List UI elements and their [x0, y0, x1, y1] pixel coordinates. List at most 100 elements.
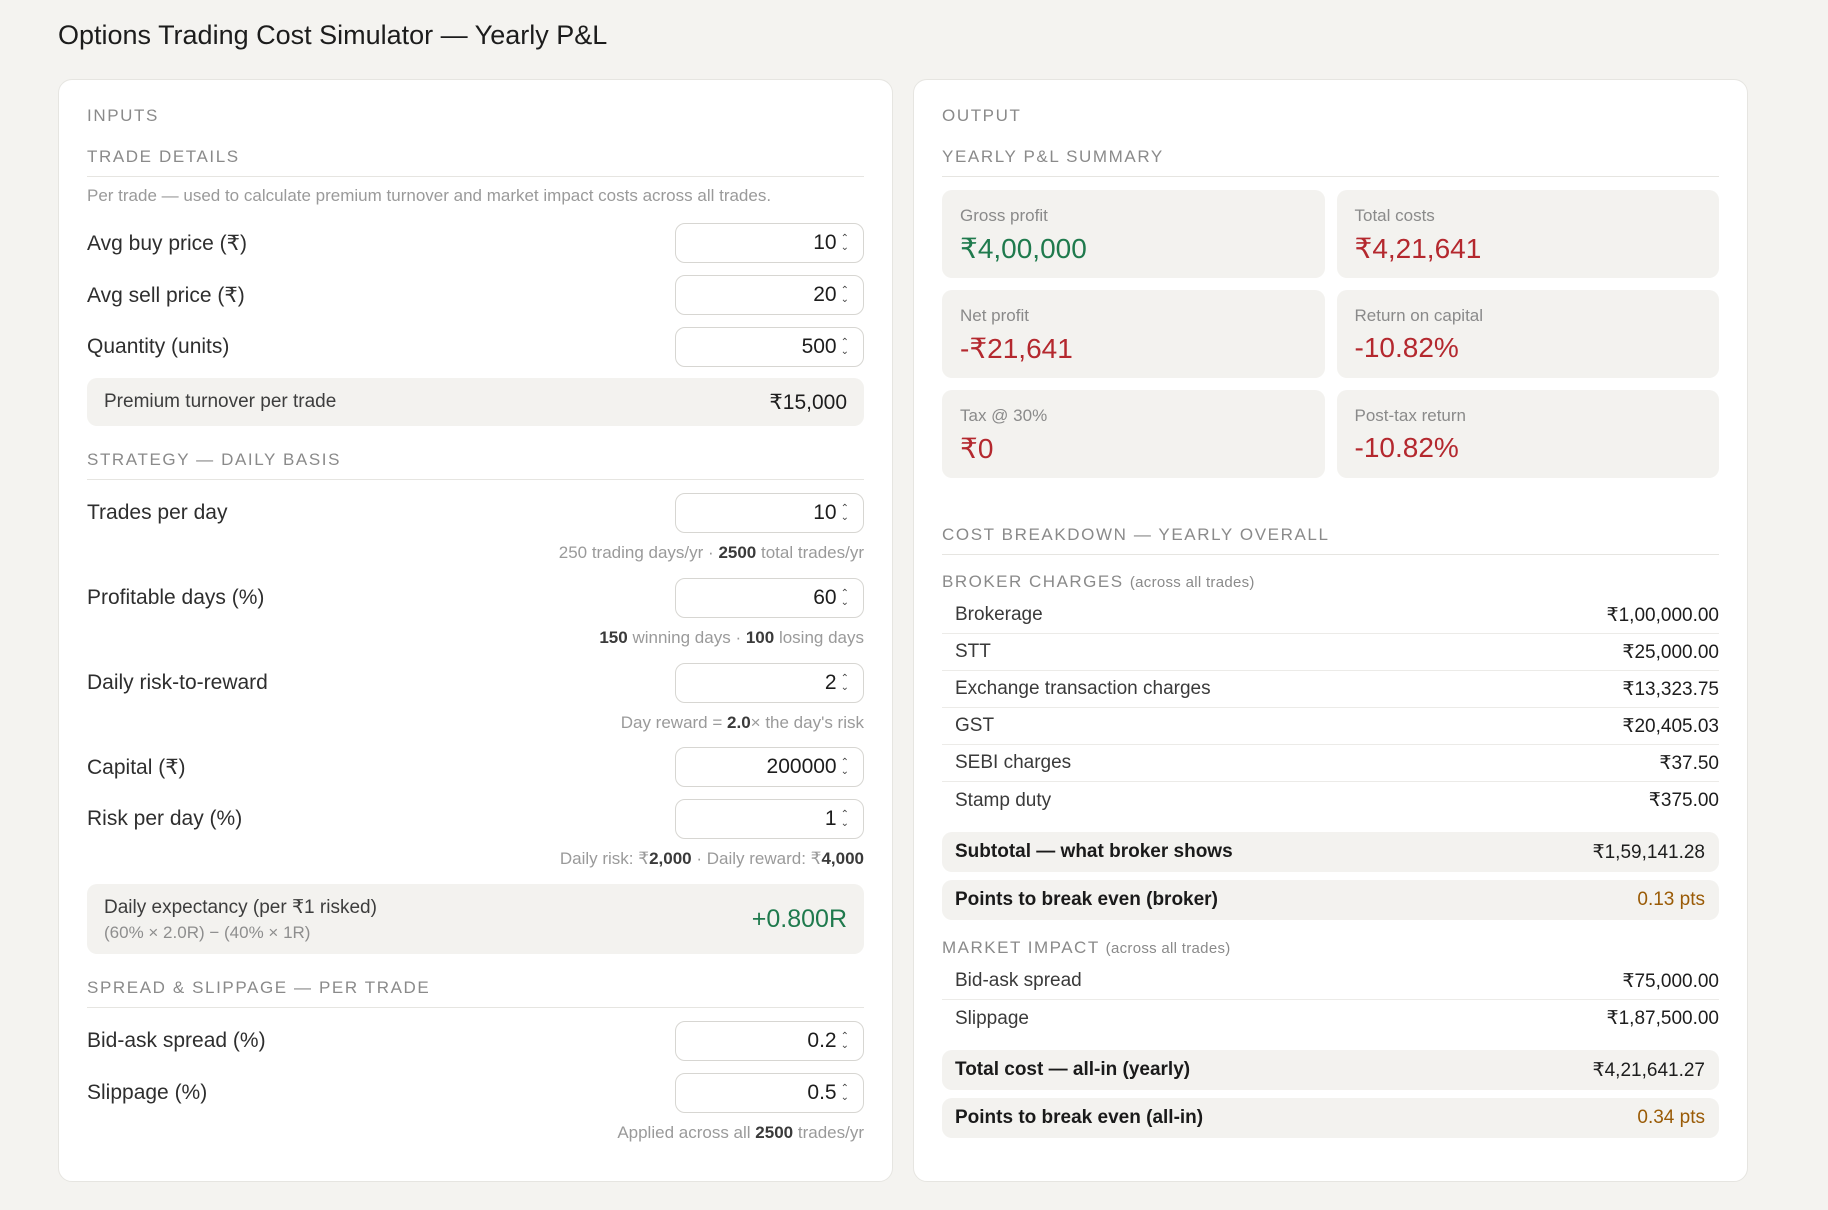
trades-per-day-input[interactable]: 10 ⌃ ⌄ — [675, 493, 864, 533]
avg-sell-input[interactable]: 20 ⌃ ⌄ — [675, 275, 864, 315]
spread-heading: SPREAD & SLIPPAGE — PER TRADE — [87, 978, 864, 1008]
winning-days-suffix: winning days — [632, 628, 731, 647]
profitable-days-label: Profitable days (%) — [87, 586, 265, 609]
total-costs-card: Total costs ₹4,21,641 — [1336, 190, 1719, 278]
profitable-days-input[interactable]: 60 ⌃ ⌄ — [675, 578, 864, 618]
applied-prefix: Applied across all — [617, 1123, 751, 1142]
card-value: ₹4,00,000 — [960, 233, 1087, 264]
trades-per-day-field: Trades per day 10 ⌃ ⌄ — [87, 493, 864, 533]
card-label: Gross profit — [960, 206, 1048, 225]
trade-details-heading: TRADE DETAILS — [87, 147, 864, 177]
applied-value: 2500 — [755, 1123, 794, 1142]
market-rows: Bid-ask spread ₹75,000.00 Slippage ₹1,87,5… — [942, 963, 1719, 1037]
trades-hint: 250 trading days/yr · 2500 total trades/… — [558, 543, 864, 562]
broker-rows: Brokerage ₹1,00,000.00 STT ₹25,000.00 Exch… — [942, 597, 1719, 819]
card-label: Tax @ 30% — [960, 406, 1048, 425]
bid-ask-input[interactable]: 0.2 ⌃ ⌄ — [675, 1021, 864, 1061]
quantity-label: Quantity (units) — [87, 335, 230, 358]
daily-reward: 4,000 — [821, 849, 864, 868]
breakeven-broker-value: 0.13 pts — [1637, 889, 1705, 910]
total-cost-row: Total cost — all-in (yearly) ₹4,21,641.2… — [942, 1050, 1719, 1090]
stepper-icon[interactable]: ⌃ ⌄ — [840, 1031, 849, 1051]
trade-details-description: Per trade — used to calculate premium tu… — [87, 186, 772, 205]
row-label: GST — [955, 715, 995, 736]
rr-hint-prefix: Day reward = — [620, 713, 723, 732]
expectancy-label: Daily expectancy (per ₹1 risked) — [104, 896, 377, 918]
subtotal-row: Subtotal — what broker shows ₹1,59,141.2… — [942, 832, 1719, 872]
avg-buy-input[interactable]: 10 ⌃ ⌄ — [675, 223, 864, 263]
row-value: ₹375.00 — [1648, 790, 1719, 811]
rr-hint: Day reward = 2.0× the day's risk — [87, 713, 864, 733]
avg-buy-value: 10 — [813, 231, 837, 254]
row-label: Stamp duty — [955, 789, 1052, 811]
page-title: Options Trading Cost Simulator — Yearly … — [58, 20, 608, 50]
turnover-label: Premium turnover per trade — [104, 391, 337, 412]
stepper-icon[interactable]: ⌃ ⌄ — [840, 1083, 849, 1103]
stepper-icon[interactable]: ⌃ ⌄ — [840, 588, 849, 608]
expectancy-formula: (60% × 2.0R) − (40% × 1R) — [104, 922, 311, 942]
trades-per-day-value: 10 — [813, 501, 837, 524]
stepper-icon[interactable]: ⌃ ⌄ — [840, 233, 849, 253]
losing-days: 100 — [745, 628, 775, 647]
row-label: Exchange transaction charges — [955, 678, 1211, 699]
slippage-field: Slippage (%) 0.5 ⌃ ⌄ — [87, 1073, 864, 1113]
risk-per-day-input[interactable]: 1 ⌃ ⌄ — [675, 799, 864, 839]
turnover-value: ₹15,000 — [769, 390, 847, 414]
risk-per-day-field: Risk per day (%) 1 ⌃ ⌄ — [87, 799, 864, 839]
daily-risk-prefix: Daily risk: ₹ — [559, 849, 650, 868]
row-label: SEBI charges — [955, 752, 1072, 773]
days-hint: 150 winning days · 100 losing days — [599, 628, 864, 647]
row-value: ₹1,87,500.00 — [1606, 1008, 1719, 1029]
capital-label: Capital (₹) — [87, 755, 186, 779]
card-value: ₹4,21,641 — [1354, 233, 1482, 264]
card-value: ₹0 — [960, 433, 994, 464]
row-label: Bid-ask spread — [955, 970, 1082, 991]
bid-ask-value: 0.2 — [807, 1029, 837, 1052]
daily-risk: 2,000 — [649, 849, 692, 868]
post-tax-return-card: Post-tax return -10.82% — [1336, 390, 1719, 478]
net-profit-card: Net profit -₹21,641 — [942, 290, 1325, 378]
market-note: (across all trades) — [1105, 940, 1231, 957]
table-row: Exchange transaction charges ₹13,323.75 — [942, 671, 1719, 708]
breakeven-allin-label: Points to break even (all-in) — [955, 1107, 1204, 1128]
output-panel: OUTPUT YEARLY P&L SUMMARY Gross profit ₹… — [913, 79, 1748, 1182]
inputs-panel: INPUTS TRADE DETAILS Per trade — used to… — [58, 79, 893, 1182]
market-heading-text: MARKET IMPACT — [942, 938, 1100, 957]
slippage-input[interactable]: 0.5 ⌃ ⌄ — [675, 1073, 864, 1113]
trading-days-text: 250 trading days/yr — [558, 543, 704, 562]
avg-buy-label: Avg buy price (₹) — [87, 231, 248, 255]
quantity-input[interactable]: 500 ⌃ ⌄ — [675, 327, 864, 367]
stepper-icon[interactable]: ⌃ ⌄ — [840, 809, 849, 829]
stepper-icon[interactable]: ⌃ ⌄ — [840, 673, 849, 693]
capital-value: 200000 — [766, 755, 837, 778]
stepper-icon[interactable]: ⌃ ⌄ — [840, 757, 849, 777]
stepper-icon[interactable]: ⌃ ⌄ — [840, 285, 849, 305]
stepper-icon[interactable]: ⌃ ⌄ — [840, 503, 849, 523]
summary-heading: YEARLY P&L SUMMARY — [942, 147, 1719, 177]
quantity-field: Quantity (units) 500 ⌃ ⌄ — [87, 327, 864, 367]
risk-reward-input[interactable]: 2 ⌃ ⌄ — [675, 663, 864, 703]
table-row: Stamp duty ₹375.00 — [942, 782, 1719, 819]
applied-hint: Applied across all 2500 trades/yr — [87, 1123, 864, 1143]
broker-heading: BROKER CHARGES (across all trades) — [942, 572, 1719, 592]
capital-input[interactable]: 200000 ⌃ ⌄ — [675, 747, 864, 787]
risk-per-day-label: Risk per day (%) — [87, 807, 243, 830]
trades-per-day-label: Trades per day — [87, 501, 228, 524]
avg-buy-field: Avg buy price (₹) 10 ⌃ ⌄ — [87, 223, 864, 263]
risk-per-day-value: 1 — [824, 807, 837, 830]
row-label: STT — [955, 641, 991, 662]
stepper-icon[interactable]: ⌃ ⌄ — [840, 337, 849, 357]
inputs-heading: INPUTS — [87, 106, 159, 125]
table-row: GST ₹20,405.03 — [942, 708, 1719, 745]
total-cost-label: Total cost — all-in (yearly) — [955, 1059, 1191, 1080]
card-label: Return on capital — [1354, 306, 1484, 325]
total-trades-suffix: total trades/yr — [761, 543, 864, 562]
summary-cards: Gross profit ₹4,00,000 Total costs ₹4,21… — [942, 190, 1719, 478]
bid-ask-field: Bid-ask spread (%) 0.2 ⌃ ⌄ — [87, 1021, 864, 1061]
row-value: ₹20,405.03 — [1622, 715, 1719, 737]
tax-card: Tax @ 30% ₹0 — [942, 390, 1325, 478]
market-heading: MARKET IMPACT (across all trades) — [942, 938, 1719, 958]
quantity-value: 500 — [801, 335, 837, 358]
profitable-days-field: Profitable days (%) 60 ⌃ ⌄ — [87, 578, 864, 618]
breakeven-allin-row: Points to break even (all-in) 0.34 pts — [942, 1098, 1719, 1138]
